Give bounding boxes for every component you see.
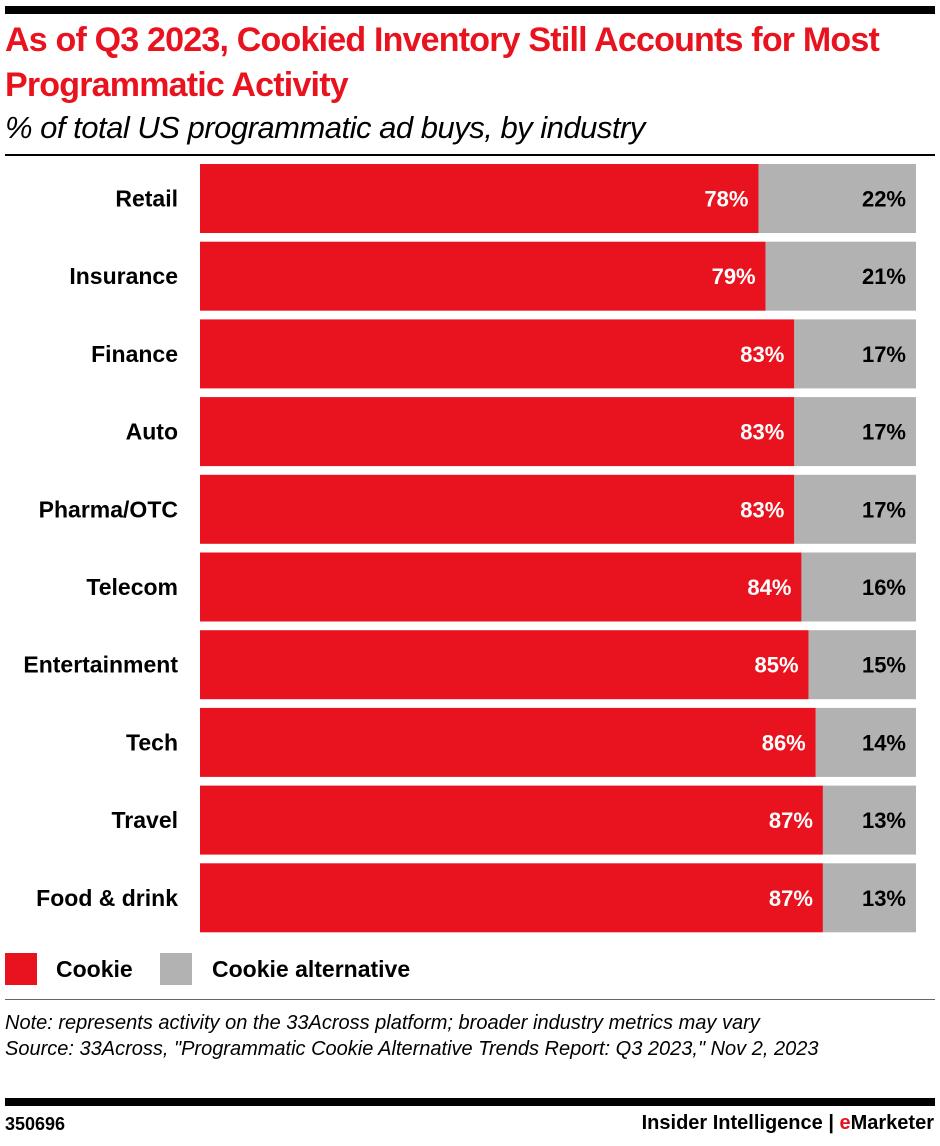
bar-cookie-alternative xyxy=(758,164,916,233)
data-label: 87% xyxy=(769,808,813,833)
category-label: Retail xyxy=(115,186,178,212)
data-label: 21% xyxy=(862,264,906,289)
category-label: Finance xyxy=(91,341,178,367)
bottom-rule xyxy=(5,1098,935,1106)
data-label: 13% xyxy=(862,808,906,833)
data-label: 17% xyxy=(862,420,906,445)
bar-cookie-alternative xyxy=(794,474,916,544)
category-label: Telecom xyxy=(86,574,178,600)
stacked-bar-chart: Retail 78% 22% Insurance 79% 21% Finance 83% 17%… xyxy=(23,164,916,933)
bar-cookie-alternative xyxy=(808,630,916,700)
bar-cookie xyxy=(200,863,823,933)
legend-swatch-cookie-alternative xyxy=(160,953,192,985)
bar-cookie xyxy=(200,707,816,777)
data-label: 14% xyxy=(862,730,906,755)
category-label: Insurance xyxy=(69,263,178,289)
category-label: Tech xyxy=(126,729,178,755)
bar-cookie-alternative xyxy=(765,241,916,311)
top-rule xyxy=(5,6,935,14)
data-label: 83% xyxy=(740,342,784,367)
brand-prefix: Insider Intelligence | xyxy=(641,1112,840,1134)
data-label: 15% xyxy=(862,653,906,678)
chart-title: As of Q3 2023, Cookied Inventory Still A… xyxy=(5,21,880,104)
bar-cookie xyxy=(200,630,809,700)
header-divider xyxy=(5,154,935,156)
bar-cookie xyxy=(200,785,823,855)
category-label: Travel xyxy=(112,807,179,833)
bar-cookie-alternative xyxy=(794,397,916,467)
data-label: 13% xyxy=(862,886,906,911)
legend-label-cookie-alternative: Cookie alternative xyxy=(212,956,411,982)
source-text: Source: 33Across, "Programmatic Cookie A… xyxy=(5,1038,819,1060)
data-label: 87% xyxy=(769,886,813,911)
legend-divider xyxy=(5,999,935,1000)
data-label: 83% xyxy=(740,497,784,522)
brand-rest: Marketer xyxy=(850,1112,934,1134)
category-label: Food & drink xyxy=(36,885,178,911)
bar-cookie xyxy=(200,552,802,622)
chart-id: 350696 xyxy=(5,1114,66,1134)
data-label: 17% xyxy=(862,497,906,522)
data-label: 22% xyxy=(862,187,906,212)
data-label: 78% xyxy=(704,187,748,212)
brand-logo: Insider Intelligence | eMarketer xyxy=(642,1112,934,1135)
category-label: Auto xyxy=(126,419,178,445)
legend-swatch-cookie xyxy=(5,953,37,985)
data-label: 83% xyxy=(740,420,784,445)
data-label: 84% xyxy=(747,575,791,600)
bar-cookie xyxy=(200,397,795,467)
data-label: 79% xyxy=(712,264,756,289)
data-label: 17% xyxy=(862,342,906,367)
bar-cookie-alternative xyxy=(801,552,916,622)
category-label: Entertainment xyxy=(23,652,178,678)
notes: Note: represents activity on the 33Acros… xyxy=(5,1010,925,1062)
bar-cookie xyxy=(200,164,759,233)
data-label: 85% xyxy=(755,653,799,678)
chart-subtitle: % of total US programmatic ad buys, by i… xyxy=(5,110,645,145)
note-text: Note: represents activity on the 33Acros… xyxy=(5,1012,760,1034)
bar-cookie-alternative xyxy=(815,707,916,777)
bar-cookie xyxy=(200,474,795,544)
legend-label-cookie: Cookie xyxy=(56,956,133,982)
bar-cookie-alternative xyxy=(822,785,916,855)
brand-e: e xyxy=(839,1112,851,1134)
bar-cookie-alternative xyxy=(794,319,916,389)
bar-cookie xyxy=(200,319,795,389)
data-label: 16% xyxy=(862,575,906,600)
data-label: 86% xyxy=(762,730,806,755)
category-label: Pharma/OTC xyxy=(39,496,178,522)
bar-cookie xyxy=(200,241,766,311)
bar-cookie-alternative xyxy=(822,863,916,933)
